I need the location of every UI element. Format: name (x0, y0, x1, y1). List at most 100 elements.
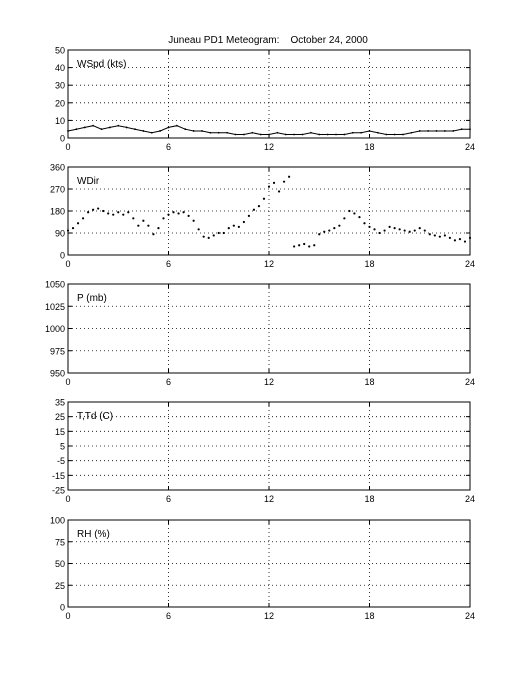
wspd-data-point (100, 128, 103, 131)
wdir-data-point (107, 212, 110, 215)
wdir-data-point (217, 231, 220, 235)
wspd-data-point (284, 133, 287, 136)
wdir-data-point (227, 227, 230, 230)
wdir-data-point (242, 220, 245, 224)
wdir-data-point (328, 229, 331, 232)
wspd-data-point (108, 126, 111, 129)
wdir-data-point (247, 214, 250, 217)
panel-label: WSpd (kts) (77, 59, 126, 70)
y-tick-label: 50 (55, 559, 65, 569)
y-tick-label: 10 (55, 116, 65, 126)
x-tick-label: 18 (364, 377, 374, 387)
wspd-data-point (427, 130, 430, 132)
y-tick-label: 25 (55, 412, 65, 422)
wspd-data-point (368, 130, 371, 132)
wdir-data-point (167, 213, 170, 216)
wdir-data-point (232, 224, 235, 227)
wdir-data-point (257, 205, 261, 208)
wdir-data-point (448, 236, 451, 239)
wdir-data-point (418, 227, 421, 230)
x-tick-label: 12 (264, 611, 274, 621)
x-tick-label: 6 (166, 611, 171, 621)
grid (68, 50, 470, 138)
wdir-data-point (267, 185, 271, 188)
wspd-data-point (142, 130, 145, 132)
wdir-data-point (333, 227, 336, 230)
wdir-data-point (303, 242, 306, 246)
wspd-data-point (393, 133, 396, 136)
wdir-data-point (192, 219, 195, 222)
x-tick-label: 0 (65, 494, 70, 504)
wdir-data-point (293, 245, 296, 248)
x-tick-label: 0 (65, 142, 70, 152)
wdir-data-point (71, 227, 75, 230)
wspd-data-point (226, 131, 229, 134)
figure-title: Juneau PD1 Meteogram: October 24, 2000 (168, 35, 368, 46)
y-tick-label: 360 (50, 163, 65, 173)
wdir-data-point (162, 217, 165, 220)
y-tick-label: 90 (55, 229, 65, 239)
panel-3: 950 975 1000 1025 1050 0 6 12 18 24 P (mb) (45, 280, 475, 388)
x-tick-label: 24 (465, 259, 475, 269)
wspd-data-point (209, 131, 212, 134)
wspd-data-point (326, 133, 329, 136)
y-tick-label: 35 (55, 398, 65, 408)
wdir-data-point (443, 234, 446, 237)
wdir-data-point (428, 233, 431, 236)
wspd-data-point (460, 128, 463, 131)
y-tick-label: 1000 (45, 324, 65, 334)
wdir-data-point (453, 239, 457, 242)
y-tick-label: 0 (60, 251, 65, 261)
y-tick-label: 50 (55, 46, 65, 56)
wdir-data-point (383, 229, 386, 232)
wdir-data-point (122, 213, 125, 216)
wdir-data-point (323, 230, 326, 233)
x-tick-label: 6 (166, 259, 171, 269)
y-tick-label: -5 (57, 456, 65, 466)
wdir-data-point (172, 211, 175, 214)
x-tick-label: 24 (465, 494, 475, 504)
grid (68, 520, 470, 607)
x-tick-label: 18 (364, 259, 374, 269)
wdir-data-point (202, 235, 205, 238)
wdir-data-point (373, 228, 376, 231)
x-tick-label: 12 (264, 377, 274, 387)
wspd-data-point (318, 133, 321, 136)
y-tick-label: 950 (50, 369, 65, 379)
y-tick-label: 0 (60, 603, 65, 613)
y-tick-label: 25 (55, 581, 65, 591)
x-tick-label: 0 (65, 259, 70, 269)
wdir-data-point (177, 212, 180, 215)
wdir-data-point (207, 236, 210, 239)
panel-4: -25 -15 -5 5 15 25 35 0 6 12 18 24 T,Td (C) (52, 398, 475, 505)
wspd-data-point (309, 131, 312, 134)
wdir-data-point (117, 211, 120, 214)
y-tick-label: 0 (60, 134, 65, 144)
wdir-data-point (348, 209, 351, 213)
wdir-data-point (393, 227, 396, 230)
y-tick-label: 100 (50, 516, 65, 526)
wspd-data-point (92, 124, 95, 127)
wdir-data-point (363, 222, 366, 225)
wdir-data-point (87, 211, 90, 214)
wdir-data-point (147, 224, 150, 227)
wdir-data-point (262, 197, 266, 200)
wspd-data-point (435, 130, 438, 132)
wdir-data-point (132, 217, 135, 220)
wspd-data-point (293, 133, 296, 136)
wdir-data-point (423, 229, 426, 232)
y-tick-label: 30 (55, 81, 65, 91)
x-tick-label: 24 (465, 377, 475, 387)
wspd-data-point (376, 131, 379, 134)
wdir-data-point (237, 225, 240, 228)
wdir-data-point (102, 209, 105, 213)
y-tick-label: 20 (55, 98, 65, 108)
wdir-data-point (76, 222, 80, 225)
wspd-data-point (217, 131, 220, 134)
wspd-data-point (167, 126, 170, 129)
wdir-data-point (197, 228, 200, 231)
x-tick-label: 12 (264, 494, 274, 504)
grid (68, 402, 470, 490)
x-tick-label: 18 (364, 142, 374, 152)
